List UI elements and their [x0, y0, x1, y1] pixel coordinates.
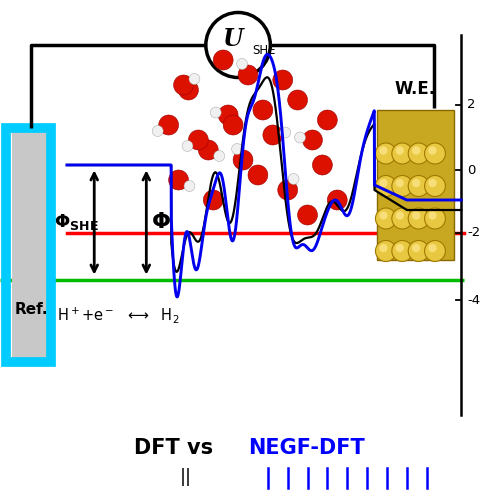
Circle shape	[303, 130, 322, 150]
Circle shape	[375, 208, 396, 229]
Text: U: U	[222, 27, 243, 51]
Circle shape	[288, 90, 308, 110]
Circle shape	[429, 146, 436, 154]
Circle shape	[412, 212, 420, 220]
Circle shape	[169, 170, 188, 190]
Circle shape	[278, 180, 298, 200]
Text: Ref.: Ref.	[14, 302, 48, 318]
Circle shape	[273, 70, 293, 90]
Circle shape	[392, 143, 413, 164]
Text: 2: 2	[467, 98, 476, 112]
Circle shape	[298, 205, 317, 225]
Text: ||: ||	[180, 468, 192, 486]
Text: NEGF-DFT: NEGF-DFT	[248, 438, 365, 458]
Text: $\mathbf{\Phi_{SHE}}$: $\mathbf{\Phi_{SHE}}$	[55, 212, 99, 233]
Circle shape	[379, 212, 387, 220]
Circle shape	[248, 165, 268, 185]
Text: W.E.: W.E.	[395, 80, 436, 98]
Circle shape	[312, 155, 332, 175]
Circle shape	[327, 190, 347, 210]
Circle shape	[396, 212, 404, 220]
Text: H$^+$+e$^-$  $\longleftrightarrow$  H$_2$: H$^+$+e$^-$ $\longleftrightarrow$ H$_2$	[57, 305, 180, 325]
Text: -4: -4	[467, 294, 480, 306]
Circle shape	[188, 130, 208, 150]
Circle shape	[379, 146, 387, 154]
Text: DFT vs: DFT vs	[134, 438, 220, 458]
Circle shape	[396, 179, 404, 187]
Circle shape	[392, 240, 413, 262]
Circle shape	[379, 179, 387, 187]
Circle shape	[429, 179, 436, 187]
Circle shape	[263, 125, 283, 145]
Circle shape	[375, 240, 396, 262]
Circle shape	[152, 126, 163, 136]
Circle shape	[425, 208, 445, 229]
Bar	[377, 110, 454, 260]
Circle shape	[408, 176, 429, 197]
Circle shape	[174, 75, 193, 95]
Circle shape	[429, 212, 436, 220]
Text: $\mathbf{\Phi}$: $\mathbf{\Phi}$	[151, 212, 171, 233]
Circle shape	[233, 150, 253, 170]
Circle shape	[189, 74, 200, 85]
Circle shape	[408, 240, 429, 262]
Circle shape	[218, 105, 238, 125]
Circle shape	[223, 115, 243, 135]
Circle shape	[238, 65, 258, 85]
Circle shape	[375, 143, 396, 164]
Circle shape	[396, 244, 404, 252]
Circle shape	[198, 140, 218, 160]
Circle shape	[412, 244, 420, 252]
Circle shape	[182, 140, 193, 151]
Text: -2: -2	[467, 226, 481, 239]
Bar	[12, 130, 50, 360]
Circle shape	[295, 132, 306, 143]
Circle shape	[317, 110, 337, 130]
Circle shape	[408, 143, 429, 164]
Circle shape	[392, 176, 413, 197]
Circle shape	[375, 176, 396, 197]
Circle shape	[184, 180, 195, 192]
Text: SHE: SHE	[252, 44, 275, 58]
Circle shape	[159, 115, 179, 135]
Circle shape	[203, 190, 223, 210]
Circle shape	[280, 127, 291, 138]
Circle shape	[214, 150, 225, 162]
Circle shape	[429, 244, 436, 252]
Circle shape	[412, 179, 420, 187]
Circle shape	[425, 176, 445, 197]
Circle shape	[412, 146, 420, 154]
Circle shape	[396, 146, 404, 154]
Circle shape	[253, 100, 273, 120]
Circle shape	[425, 143, 445, 164]
Circle shape	[237, 58, 248, 70]
Circle shape	[288, 174, 299, 184]
Circle shape	[425, 240, 445, 262]
Circle shape	[210, 107, 221, 118]
Circle shape	[392, 208, 413, 229]
Circle shape	[206, 12, 270, 78]
Circle shape	[213, 50, 233, 70]
Bar	[6, 128, 51, 362]
Text: 0: 0	[467, 164, 476, 176]
Circle shape	[379, 244, 387, 252]
Circle shape	[232, 144, 243, 154]
Circle shape	[179, 80, 198, 100]
Circle shape	[408, 208, 429, 229]
